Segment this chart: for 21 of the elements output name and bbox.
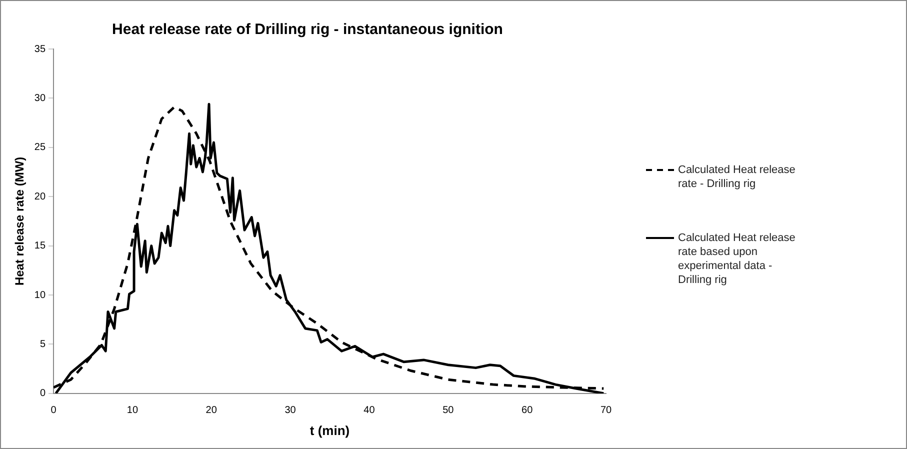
y-tick-label: 35 (34, 44, 46, 55)
x-axis-title: t (min) (310, 422, 350, 438)
y-tick-label: 5 (40, 338, 46, 350)
y-tick-label: 10 (34, 290, 46, 301)
x-tick-label: 40 (364, 405, 376, 416)
y-axis-title: Heat release rate (MW) (12, 156, 27, 286)
legend-label: Calculated Heat release rate - Drilling rig (678, 162, 796, 190)
chart-title: Heat release rate of Drilling rig - instantaneous ignition (112, 21, 503, 38)
x-tick-label: 70 (600, 405, 612, 416)
legend-label: Calculated Heat release rate based upon experimental data - Drilling rig (678, 230, 796, 286)
y-tick-label: 20 (34, 191, 46, 202)
x-tick-label: 10 (126, 405, 138, 416)
x-tick-label: 20 (206, 405, 218, 416)
y-tick-label: 0 (40, 388, 46, 400)
y-tick-label: 30 (34, 92, 46, 104)
x-tick-label: 60 (522, 405, 534, 416)
y-tick-label: 25 (34, 142, 46, 154)
x-tick-label: 0 (50, 405, 57, 416)
x-tick-label: 50 (442, 405, 454, 416)
x-tick-label: 30 (284, 405, 296, 416)
y-tick-label: 15 (34, 240, 46, 252)
